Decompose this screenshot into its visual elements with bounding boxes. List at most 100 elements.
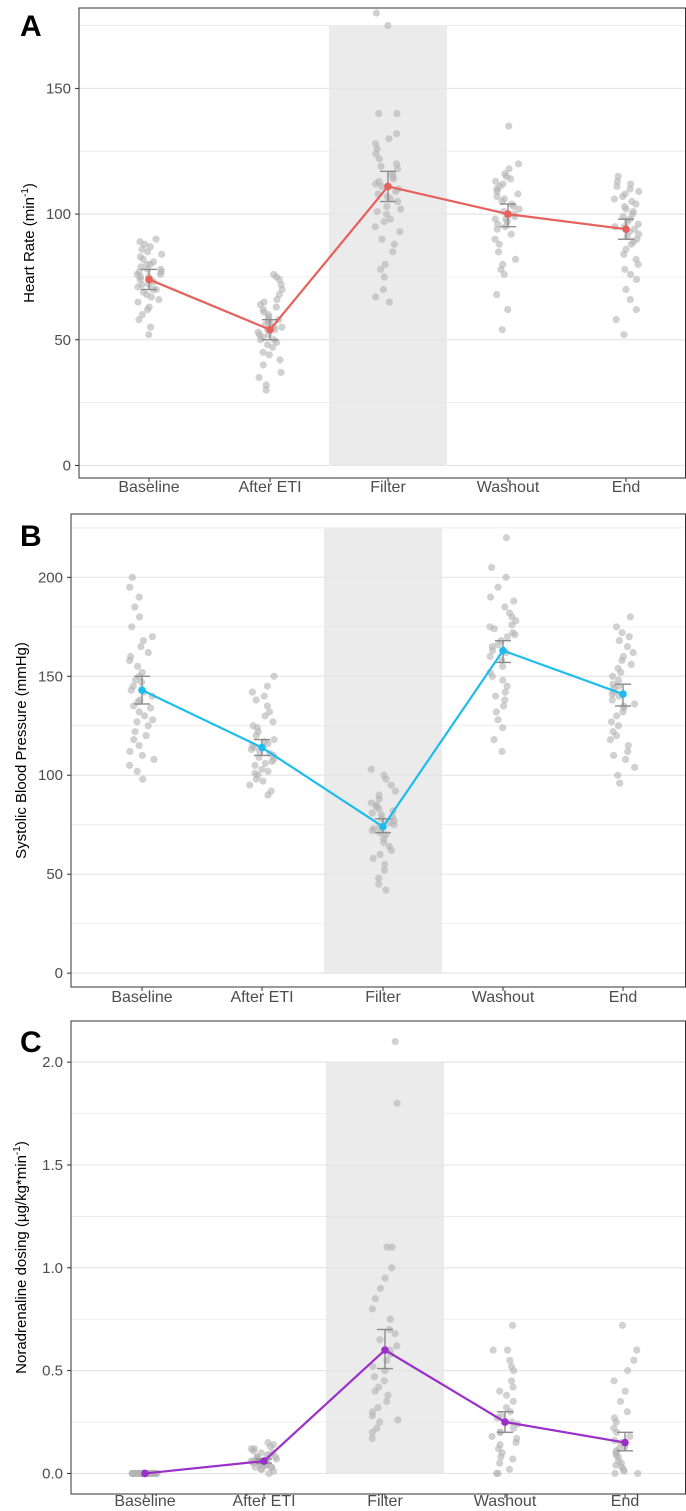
data-point [621, 755, 630, 764]
data-point [137, 263, 145, 271]
data-point [134, 298, 142, 306]
data-point [610, 195, 618, 203]
data-point [135, 741, 143, 750]
data-point [262, 381, 270, 389]
data-point [622, 285, 630, 294]
data-point [383, 1397, 391, 1406]
data-point [383, 202, 391, 211]
data-point [513, 1434, 521, 1443]
data-point [616, 1397, 625, 1406]
data-point [498, 724, 507, 732]
data-point [510, 597, 518, 605]
data-point [128, 623, 136, 631]
data-point [396, 228, 404, 236]
data-point [380, 1377, 388, 1385]
data-point [375, 874, 383, 882]
data-point [625, 633, 633, 641]
x-tick-label: Baseline [114, 1493, 175, 1510]
data-point [377, 162, 385, 170]
data-point [369, 1362, 377, 1371]
data-point [630, 225, 639, 233]
panel-b: 0 50 100 150 200 Baseline After ETI Filter Washo… [13, 513, 686, 1006]
data-point [610, 1377, 618, 1385]
data-point [498, 747, 506, 756]
data-point [509, 1397, 517, 1406]
data-point [492, 708, 500, 716]
data-point [632, 255, 640, 263]
data-point [375, 880, 383, 888]
data-point [144, 648, 152, 657]
data-point [606, 736, 614, 744]
panel-a: 0 50 100 150 Baseline After ETI Filter Washout E… [20, 7, 686, 496]
data-point [614, 771, 622, 779]
x-tick-label: Washout [477, 479, 540, 496]
data-point [384, 21, 392, 30]
data-point [369, 1408, 377, 1416]
data-point [620, 202, 629, 211]
data-point [507, 230, 515, 238]
data-point [263, 702, 272, 710]
data-point [379, 285, 388, 294]
data-point [493, 290, 501, 299]
data-point [140, 712, 149, 720]
data-point [632, 306, 640, 314]
data-point [145, 303, 153, 311]
data-point [388, 1264, 396, 1272]
data-point [371, 223, 379, 231]
panel-label: C [20, 1026, 42, 1059]
data-point [392, 130, 401, 138]
data-point [158, 250, 166, 258]
data-point [133, 718, 141, 726]
data-point [506, 1356, 514, 1364]
data-point [248, 688, 257, 696]
data-point [502, 1404, 511, 1412]
data-point [495, 240, 503, 248]
data-point [635, 230, 643, 238]
data-point [391, 1329, 399, 1338]
data-point [393, 109, 401, 118]
data-point [139, 775, 147, 783]
data-point [618, 1321, 627, 1329]
data-point [503, 682, 511, 690]
data-point [260, 298, 268, 306]
data-point [257, 1449, 265, 1457]
data-point [614, 676, 623, 684]
data-point [272, 303, 280, 311]
data-point [488, 642, 496, 651]
y-axis-label: Systolic Blood Pressure (mmHg) [13, 642, 30, 859]
mean-point [501, 1418, 509, 1426]
data-point [372, 9, 380, 17]
data-point [383, 1356, 391, 1364]
data-point [382, 886, 390, 894]
data-point [380, 218, 388, 226]
data-point [378, 235, 386, 243]
data-point [632, 275, 641, 284]
data-point [393, 1342, 401, 1350]
data-point [139, 637, 147, 645]
data-point [133, 767, 141, 775]
data-point [627, 660, 635, 669]
data-point [367, 765, 375, 773]
mean-point [384, 182, 392, 191]
data-point [135, 593, 143, 601]
data-point [262, 386, 270, 394]
mean-point [141, 1469, 149, 1478]
data-point [128, 573, 136, 581]
data-point [610, 1414, 619, 1422]
data-point [619, 213, 627, 221]
data-point [608, 696, 616, 704]
data-point [514, 190, 522, 198]
mean-point [499, 646, 507, 655]
data-point [380, 273, 388, 281]
x-tick-label: End [612, 479, 640, 496]
data-point [368, 1434, 376, 1443]
data-point [385, 135, 393, 143]
data-point [376, 1418, 384, 1426]
data-point [492, 177, 500, 186]
data-point [390, 240, 398, 248]
data-point [626, 1432, 634, 1441]
data-point [382, 210, 391, 218]
data-point [629, 648, 637, 657]
data-point [505, 165, 513, 173]
data-point [276, 356, 284, 364]
